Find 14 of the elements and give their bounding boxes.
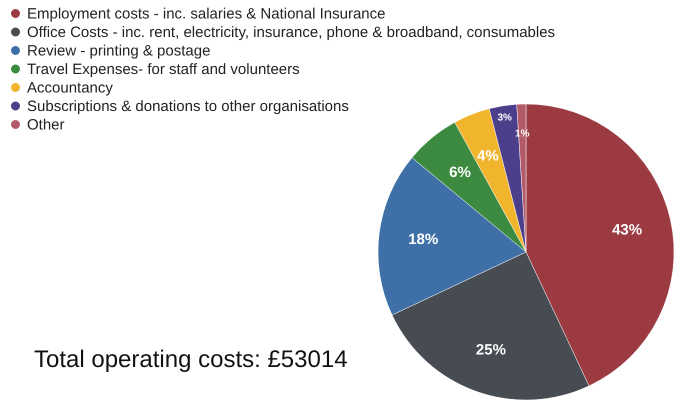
legend-label: Accountancy	[27, 80, 114, 96]
data-label: 43%	[612, 221, 642, 238]
data-label: 4%	[477, 148, 499, 165]
text: Total operating costs: £53014	[34, 346, 348, 373]
legend-label: Employment costs - inc. salaries & National Insurance	[27, 6, 386, 22]
data-label: 18%	[408, 231, 438, 248]
data-label: 25%	[476, 341, 506, 358]
legend-label: Other	[27, 116, 65, 134]
data-label: 3%	[497, 112, 512, 124]
legend-label: Office Costs - inc. rent, electricity, insurance, phone & broadband, consumables	[27, 24, 556, 41]
data-label: 6%	[449, 164, 471, 182]
legend-label: Travel Expenses- for staff and volunteers	[27, 61, 300, 78]
legend-label: Subscriptions & donations to other organisations	[27, 98, 349, 115]
legend-label: Review - printing & postage	[27, 42, 210, 60]
